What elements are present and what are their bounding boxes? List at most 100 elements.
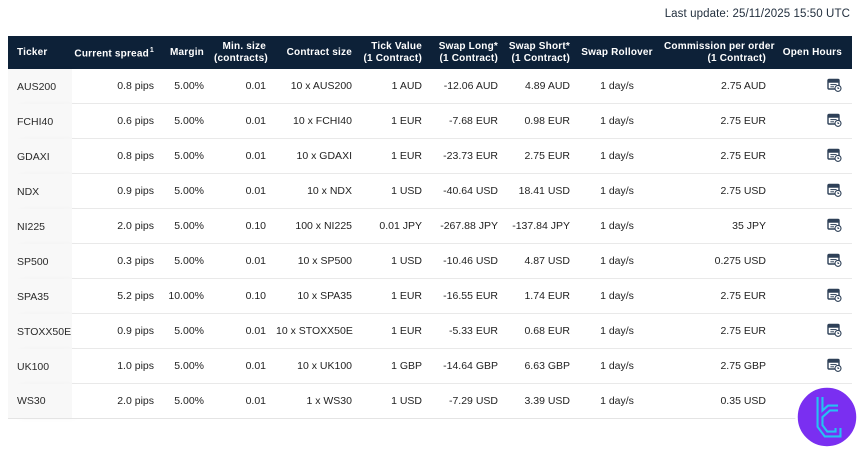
cell-swap_short: 0.98 EUR <box>508 104 580 139</box>
cell-min_size: 0.01 <box>214 244 276 279</box>
cell-swap_short: 18.41 USD <box>508 174 580 209</box>
cell-tick_value: 1 USD <box>362 384 432 419</box>
cell-margin: 5.00% <box>164 174 214 209</box>
cell-swap_short: 6.63 GBP <box>508 349 580 384</box>
column-header-margin: Margin <box>164 36 214 69</box>
cell-min_size: 0.01 <box>214 104 276 139</box>
cell-swap_long: -5.33 EUR <box>432 314 508 349</box>
column-header-min_size: Min. size (contracts) <box>214 36 276 69</box>
table-row-GDAXI: GDAXI 0.8 pips 5.00% 0.01 10 x GDAXI 1 EUR -23… <box>8 139 852 174</box>
cell-open_hours <box>776 104 852 139</box>
cell-spread: 0.3 pips <box>72 244 164 279</box>
cell-swap_rollover: 1 day/s <box>580 314 664 349</box>
table-row-NDX: NDX 0.9 pips 5.00% 0.01 10 x NDX 1 USD -40.64 … <box>8 174 852 209</box>
cell-open_hours <box>776 349 852 384</box>
table-row-UK100: UK100 1.0 pips 5.00% 0.01 10 x UK100 1 GBP -14… <box>8 349 852 384</box>
cell-swap_long: -10.46 USD <box>432 244 508 279</box>
last-update-label: Last update: 25/11/2025 15:50 UTC <box>664 8 850 20</box>
cell-tick_value: 1 EUR <box>362 104 432 139</box>
cell-swap_rollover: 1 day/s <box>580 69 664 104</box>
cell-margin: 5.00% <box>164 139 214 174</box>
cell-open_hours <box>776 69 852 104</box>
cell-tick_value: 0.01 JPY <box>362 209 432 244</box>
header-row: Ticker Current spread1 Margin Min. size (con… <box>8 36 852 69</box>
cell-commission: 0.35 USD <box>664 384 776 419</box>
calendar-clock-icon[interactable] <box>827 218 842 232</box>
cell-spread: 1.0 pips <box>72 349 164 384</box>
calendar-clock-icon[interactable] <box>827 183 842 197</box>
ticker-cell: FCHI40 <box>8 104 72 139</box>
cell-swap_rollover: 1 day/s <box>580 209 664 244</box>
column-header-contract_size: Contract size <box>276 36 362 69</box>
cell-margin: 10.00% <box>164 279 214 314</box>
cell-swap_rollover: 1 day/s <box>580 174 664 209</box>
cell-swap_rollover: 1 day/s <box>580 384 664 419</box>
cell-margin: 5.00% <box>164 69 214 104</box>
cell-tick_value: 1 EUR <box>362 279 432 314</box>
calendar-clock-icon[interactable] <box>827 323 842 337</box>
cell-swap_short: 0.68 EUR <box>508 314 580 349</box>
cell-swap_short: 3.39 USD <box>508 384 580 419</box>
cell-swap_long: -7.68 EUR <box>432 104 508 139</box>
brand-logo-glyph <box>816 397 842 438</box>
ticker-cell: SP500 <box>8 244 72 279</box>
cell-tick_value: 1 EUR <box>362 314 432 349</box>
cell-contract_size: 10 x STOXX50E <box>276 314 362 349</box>
cell-contract_size: 10 x UK100 <box>276 349 362 384</box>
cell-open_hours <box>776 209 852 244</box>
calendar-clock-icon[interactable] <box>827 288 842 302</box>
column-header-tick_value: Tick Value (1 Contract) <box>362 36 432 69</box>
cell-swap_short: 4.87 USD <box>508 244 580 279</box>
cell-spread: 2.0 pips <box>72 209 164 244</box>
cell-swap_long: -267.88 JPY <box>432 209 508 244</box>
cell-tick_value: 1 GBP <box>362 349 432 384</box>
cell-tick_value: 1 USD <box>362 174 432 209</box>
cell-open_hours <box>776 314 852 349</box>
cell-contract_size: 10 x SP500 <box>276 244 362 279</box>
table-row-STOXX50E: STOXX50E 0.9 pips 5.00% 0.01 10 x STOXX50E 1 … <box>8 314 852 349</box>
cell-min_size: 0.01 <box>214 174 276 209</box>
cell-tick_value: 1 EUR <box>362 139 432 174</box>
table-body: AUS200 0.8 pips 5.00% 0.01 10 x AUS200 1 AUD -… <box>8 69 852 419</box>
cell-swap_rollover: 1 day/s <box>580 104 664 139</box>
cell-spread: 0.9 pips <box>72 174 164 209</box>
ticker-cell: UK100 <box>8 349 72 384</box>
cell-min_size: 0.10 <box>214 209 276 244</box>
calendar-clock-icon[interactable] <box>827 148 842 162</box>
cell-min_size: 0.01 <box>214 384 276 419</box>
cell-commission: 2.75 EUR <box>664 139 776 174</box>
ticker-cell: AUS200 <box>8 69 72 104</box>
ticker-cell: GDAXI <box>8 139 72 174</box>
cell-spread: 0.9 pips <box>72 314 164 349</box>
cell-swap_rollover: 1 day/s <box>580 349 664 384</box>
calendar-clock-icon[interactable] <box>827 253 842 267</box>
cell-swap_short: 1.74 EUR <box>508 279 580 314</box>
calendar-clock-icon[interactable] <box>827 358 842 372</box>
column-header-ticker: Ticker <box>8 36 72 69</box>
cell-tick_value: 1 USD <box>362 244 432 279</box>
cell-contract_size: 10 x GDAXI <box>276 139 362 174</box>
cell-swap_long: -40.64 USD <box>432 174 508 209</box>
brand-logo <box>795 385 859 449</box>
cell-min_size: 0.10 <box>214 279 276 314</box>
column-header-swap_short: Swap Short* (1 Contract) <box>508 36 580 69</box>
calendar-clock-icon[interactable] <box>827 113 842 127</box>
cell-open_hours <box>776 174 852 209</box>
cell-commission: 2.75 EUR <box>664 314 776 349</box>
cell-spread: 0.6 pips <box>72 104 164 139</box>
cell-swap_long: -16.55 EUR <box>432 279 508 314</box>
cell-contract_size: 10 x AUS200 <box>276 69 362 104</box>
cell-swap_rollover: 1 day/s <box>580 244 664 279</box>
cell-spread: 0.8 pips <box>72 139 164 174</box>
trading-conditions-table: Ticker Current spread1 Margin Min. size (con… <box>8 36 852 419</box>
column-header-spread: Current spread1 <box>72 36 164 69</box>
cell-swap_long: -12.06 AUD <box>432 69 508 104</box>
cell-min_size: 0.01 <box>214 314 276 349</box>
cell-margin: 5.00% <box>164 244 214 279</box>
cell-contract_size: 10 x SPA35 <box>276 279 362 314</box>
cell-spread: 5.2 pips <box>72 279 164 314</box>
table-row-SPA35: SPA35 5.2 pips 10.00% 0.10 10 x SPA35 1 EUR -1… <box>8 279 852 314</box>
cell-margin: 5.00% <box>164 104 214 139</box>
calendar-clock-icon[interactable] <box>827 78 842 92</box>
cell-contract_size: 100 x NI225 <box>276 209 362 244</box>
